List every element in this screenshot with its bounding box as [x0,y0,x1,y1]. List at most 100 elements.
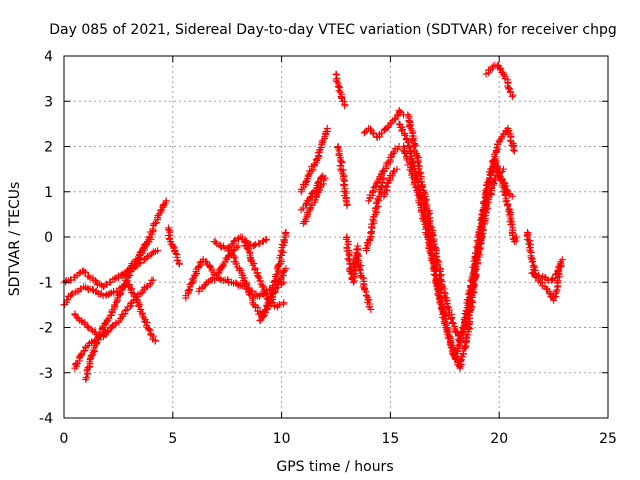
trace-marker [262,289,270,297]
trace-marker [377,182,385,190]
trace-marker [333,78,341,86]
trace-marker [402,150,409,158]
y-axis-label: SDTVAR / TECUs [7,182,23,297]
series-s20 [342,233,362,286]
trace-marker [415,165,423,173]
data-point [147,235,155,243]
trace-marker [509,91,517,99]
trace-marker [307,167,315,175]
trace-marker [334,144,342,152]
trace-marker [505,190,513,198]
tick-labels-layer: 0 5 10 15 20 25 -4 -3 -2 -1 0 1 2 3 4 [39,49,617,447]
trace-marker [251,241,259,249]
trace-marker [353,255,361,263]
data-point [230,238,238,246]
trace-marker [250,259,258,267]
series-s28 [404,111,508,345]
trace-marker [405,158,413,166]
trace-marker [146,280,154,288]
trace-marker [83,367,91,375]
trace-marker [306,193,314,201]
data-point [354,242,362,250]
trace-marker [231,254,239,262]
axis-ticks-layer [63,55,609,419]
trace-marker [96,290,104,298]
data-point [195,262,203,270]
trace-marker [258,238,266,246]
series-s19 [334,143,351,209]
trace-marker [554,267,562,275]
trace-marker [501,192,509,200]
y-tick-label: -1 [39,275,53,291]
series-s9 [182,242,242,302]
trace-marker [140,314,148,322]
trace-marker [243,281,251,289]
x-tick-label: 0 [60,431,69,447]
trace-marker [461,317,469,325]
trace-marker [277,247,285,255]
data-point [343,201,351,209]
trace-marker [143,253,151,261]
data-point [508,192,516,200]
data-point [154,247,162,255]
series-s13 [241,238,288,311]
trace-marker [508,220,516,228]
series-s25 [380,165,401,200]
trace-marker [255,274,263,282]
x-tick-label: 25 [599,431,617,447]
data-point [367,228,375,236]
trace-marker [366,125,374,133]
data-point [282,228,290,236]
data-point [127,265,135,273]
trace-marker [528,258,536,266]
trace-marker [411,142,419,150]
series-s17 [299,174,329,227]
data-point [162,197,170,205]
data-point [510,147,518,155]
trace-marker [452,353,460,361]
trace-marker [232,260,240,268]
trace-marker [442,320,450,328]
trace-marker [373,208,381,216]
data-point [280,299,288,307]
trace-marker [382,183,390,191]
y-tick-label: 0 [44,230,53,246]
trace-marker [275,267,283,275]
trace-marker [399,125,407,133]
trace-marker [87,352,95,360]
trace-marker [250,242,258,250]
trace-marker [126,303,134,311]
data-point [380,174,388,182]
x-tick-label: 15 [381,431,399,447]
trace-marker [351,274,359,282]
trace-marker [408,136,416,144]
trace-marker [440,309,448,317]
data-point [282,265,290,273]
data-point [508,93,516,101]
chart-title: Day 085 of 2021, Sidereal Day-to-day VTE… [49,22,617,38]
data-point [558,256,566,264]
x-tick-label: 20 [490,431,508,447]
data-point [367,305,375,313]
y-tick-label: -2 [39,321,53,337]
trace-marker [406,121,414,129]
series-s6 [114,247,162,282]
trace-marker [228,241,236,249]
data-point [393,165,401,173]
trace-marker [273,264,281,272]
series-s11 [210,233,270,253]
data-point [108,324,116,331]
trace-marker [383,159,391,167]
trace-marker [549,274,557,282]
x-tick-label: 10 [273,431,291,447]
trace-marker [256,291,264,299]
trace-marker [418,183,426,191]
trace-marker [455,342,463,350]
trace-marker [305,207,313,215]
y-tick-label: 1 [44,185,53,201]
data-point [534,271,542,279]
y-tick-label: -3 [39,366,53,382]
trace-marker [378,178,386,186]
trace-marker [249,294,257,302]
